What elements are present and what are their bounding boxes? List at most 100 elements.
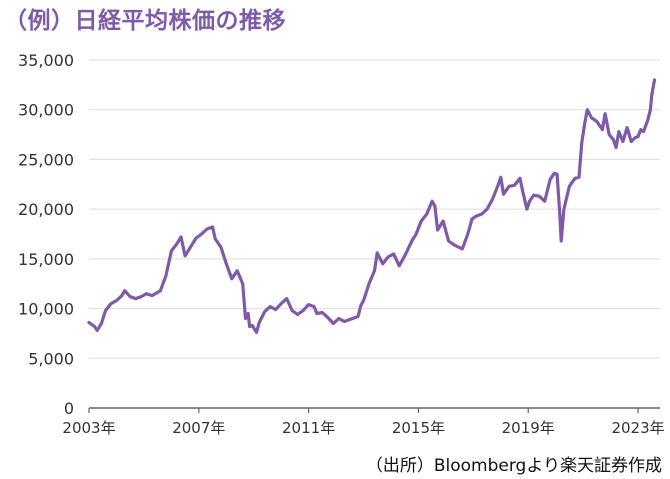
data-point <box>528 199 531 203</box>
data-point <box>235 269 239 273</box>
data-point <box>307 303 310 306</box>
data-point <box>577 176 581 179</box>
data-point <box>356 315 360 318</box>
data-point <box>367 282 371 286</box>
data-point <box>285 297 289 300</box>
data-point <box>100 322 103 325</box>
data-point <box>120 294 124 297</box>
series-line <box>87 78 657 334</box>
data-point <box>139 295 143 298</box>
data-point <box>104 309 107 312</box>
data-point <box>386 255 390 259</box>
data-point <box>200 232 203 236</box>
y-tick-label: 0 <box>64 399 74 418</box>
series-layer <box>87 78 657 334</box>
data-point <box>452 243 456 247</box>
data-point <box>543 199 546 203</box>
data-point <box>343 320 346 323</box>
data-point <box>532 193 535 197</box>
data-point <box>573 177 577 180</box>
data-point <box>189 245 192 249</box>
data-point <box>430 199 434 203</box>
data-point <box>109 302 113 305</box>
data-point <box>115 299 118 302</box>
data-point <box>134 297 137 300</box>
data-point <box>301 309 305 312</box>
data-point <box>433 204 437 208</box>
data-point <box>629 140 633 143</box>
x-tick-label: 2019年 <box>502 419 555 437</box>
data-point <box>607 133 611 136</box>
data-point <box>397 264 401 268</box>
data-point <box>625 126 629 129</box>
data-point <box>621 140 625 143</box>
x-tick-label: 2023年 <box>611 419 664 437</box>
data-point <box>639 128 643 131</box>
data-point <box>263 310 267 313</box>
data-point <box>214 237 217 241</box>
data-point <box>653 78 656 82</box>
data-point <box>246 312 250 315</box>
x-tick-label: 2015年 <box>392 419 445 437</box>
data-point <box>636 135 640 138</box>
y-tick-label: 30,000 <box>18 101 74 120</box>
data-point <box>219 245 223 249</box>
data-point <box>183 254 187 258</box>
data-point <box>601 128 604 131</box>
x-axis: 2003年 2007年 2011年 2015年 2019年 2023年 <box>62 407 665 437</box>
data-point <box>558 212 562 216</box>
data-point <box>244 317 247 320</box>
data-point <box>359 304 363 307</box>
data-point <box>211 225 214 229</box>
data-point <box>499 176 503 179</box>
data-point <box>194 236 198 240</box>
data-point <box>145 292 148 296</box>
data-point <box>268 305 272 308</box>
data-point <box>595 120 599 123</box>
data-point <box>373 269 376 273</box>
data-point <box>617 130 621 133</box>
data-point <box>362 299 365 302</box>
data-point <box>241 282 244 286</box>
data-point <box>447 239 450 243</box>
data-point <box>646 119 649 122</box>
data-point <box>392 252 396 256</box>
data-point <box>93 325 96 328</box>
data-point <box>225 262 228 266</box>
data-point <box>491 197 494 201</box>
data-point <box>590 116 593 119</box>
data-point <box>248 325 251 328</box>
data-point <box>279 302 283 305</box>
data-point <box>555 173 559 176</box>
data-point <box>553 172 556 175</box>
source-note: （出所）Bloombergより楽天証券作成 <box>365 456 662 476</box>
y-tick-label: 15,000 <box>18 250 74 269</box>
data-point <box>525 207 529 211</box>
data-point <box>257 321 261 324</box>
data-point <box>205 227 209 231</box>
data-point <box>466 232 470 236</box>
data-point <box>321 311 324 314</box>
data-point <box>159 289 162 293</box>
data-point <box>375 251 379 255</box>
x-tick-label: 2003年 <box>62 419 115 437</box>
data-point <box>562 207 566 211</box>
data-point <box>179 235 183 239</box>
data-point <box>513 184 516 187</box>
chart-title: （例）日経平均株価の推移 <box>4 8 286 34</box>
data-point <box>326 316 330 319</box>
data-point <box>290 309 294 312</box>
data-point <box>502 192 505 196</box>
data-point <box>496 184 500 187</box>
data-point <box>296 313 299 316</box>
x-tick-label: 2007年 <box>172 419 225 437</box>
data-point <box>441 219 445 223</box>
data-point <box>485 207 489 211</box>
data-point <box>548 178 552 181</box>
data-point <box>337 317 341 320</box>
data-point <box>312 305 316 308</box>
data-point <box>559 239 563 243</box>
data-point <box>586 108 589 111</box>
